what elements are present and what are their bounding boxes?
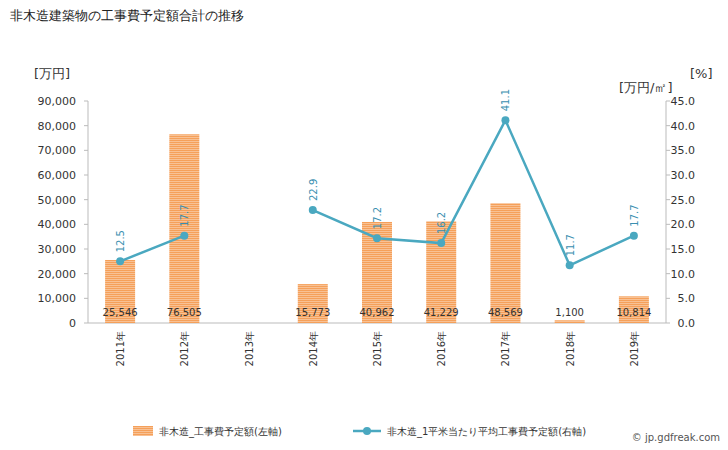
- y-tick-label: 90,000: [38, 95, 77, 108]
- point: [309, 206, 317, 214]
- y2-tick-label: 15.0: [671, 243, 696, 256]
- x-tick-label: 2014年: [308, 331, 319, 366]
- bar: [490, 203, 520, 323]
- y-tick-label: 60,000: [38, 169, 77, 182]
- y-tick: [84, 125, 88, 126]
- y2-tick-label: 45.0: [671, 95, 696, 108]
- y2-tick-label: 35.0: [671, 144, 696, 157]
- data-label: 17.7: [629, 204, 640, 226]
- x-tick-label: 2019年: [629, 331, 640, 366]
- credit: © jp.gdfreak.com: [632, 432, 720, 443]
- y-tick: [84, 298, 88, 299]
- y2-tick: [666, 273, 670, 274]
- data-label: 76,505: [167, 307, 202, 318]
- y2-tick-label: 0.0: [678, 317, 696, 330]
- y-axis: [88, 101, 89, 323]
- y2-tick: [666, 150, 670, 151]
- y-tick: [84, 199, 88, 200]
- y-tick-label: 10,000: [38, 292, 77, 305]
- y-tick-label: 0: [69, 317, 76, 330]
- y2-tick: [666, 101, 670, 102]
- data-label: 41.1: [500, 89, 511, 111]
- point: [116, 257, 124, 265]
- bar: [169, 134, 199, 323]
- x-tick-label: 2012年: [179, 331, 190, 366]
- data-label: 22.9: [308, 179, 319, 201]
- y2-tick: [666, 249, 670, 250]
- x-tick-label: 2015年: [372, 331, 383, 366]
- y-axis-label: [万円]: [34, 66, 70, 81]
- y2-tick-label: 20.0: [671, 218, 696, 231]
- y-tick-label: 20,000: [38, 268, 77, 281]
- point: [373, 234, 381, 242]
- y-tick: [84, 175, 88, 176]
- data-label: 41,229: [424, 307, 459, 318]
- y2-axis-label: [万円/㎡]: [619, 80, 673, 95]
- legend-label: 非木造_1平米当たり平均工事費予定額(右軸): [387, 426, 586, 438]
- data-label: 1,100: [555, 307, 584, 318]
- x-tick-label: 2016年: [436, 331, 447, 366]
- y-tick: [84, 150, 88, 151]
- y2-tick-label: 25.0: [671, 194, 696, 207]
- y-tick: [84, 323, 88, 324]
- y2-tick: [666, 298, 670, 299]
- y-tick-label: 70,000: [38, 144, 77, 157]
- y2-tick-label: 30.0: [671, 169, 696, 182]
- y-tick-label: 30,000: [38, 243, 77, 256]
- y2-tick-label: 40.0: [671, 120, 696, 133]
- y2-axis: [666, 101, 667, 323]
- background: [0, 0, 728, 450]
- y2-tick: [666, 224, 670, 225]
- y-tick-label: 50,000: [38, 194, 77, 207]
- data-label: 40,962: [360, 307, 395, 318]
- y2-tick: [666, 323, 670, 324]
- y2-tick: [666, 125, 670, 126]
- data-label: 17.2: [372, 207, 383, 229]
- y-tick-label: 40,000: [38, 218, 77, 231]
- x-tick-label: 2013年: [244, 331, 255, 366]
- chart: 非木造建築物の工事費予定額合計の推移 [万円] [万円/㎡] [%] 0 10,000 20…: [0, 0, 728, 450]
- point: [630, 232, 638, 240]
- data-label: 17.7: [179, 204, 190, 226]
- y-tick: [84, 224, 88, 225]
- data-label: 16.2: [436, 212, 447, 234]
- line: [313, 120, 634, 265]
- data-label: 25,546: [103, 307, 138, 318]
- y-tick: [84, 101, 88, 102]
- title: 非木造建築物の工事費予定額合計の推移: [10, 8, 244, 23]
- legend-swatch: [363, 427, 371, 435]
- point: [501, 116, 509, 124]
- bar: [555, 320, 585, 323]
- data-label: 12.5: [115, 230, 126, 252]
- x-tick-label: 2018年: [565, 331, 576, 366]
- point: [566, 261, 574, 269]
- y2-tick: [666, 175, 670, 176]
- y2-tick-label: 10.0: [671, 268, 696, 281]
- point: [180, 232, 188, 240]
- y2-tick: [666, 199, 670, 200]
- y-tick: [84, 273, 88, 274]
- data-labels: 25,546 76,505 15,773 40,962 41,229 48,569 1,10…: [103, 89, 652, 318]
- data-label: 11.7: [565, 234, 576, 256]
- data-label: 15,773: [295, 307, 330, 318]
- legend-swatch: [133, 426, 153, 436]
- y-tick-label: 80,000: [38, 120, 77, 133]
- y-tick: [84, 249, 88, 250]
- line: [120, 236, 184, 262]
- data-label: 48,569: [488, 307, 523, 318]
- y2-axis-label: [%]: [690, 66, 713, 81]
- x-tick-label: 2011年: [115, 331, 126, 366]
- data-label: 10,814: [616, 307, 651, 318]
- x-tick-label: 2017年: [500, 331, 511, 366]
- point: [437, 239, 445, 247]
- legend-label: 非木造_工事費予定額(左軸): [159, 426, 282, 438]
- legend: 非木造_工事費予定額(左軸) 非木造_1平米当たり平均工事費予定額(右軸): [133, 426, 586, 438]
- marks: [105, 116, 649, 323]
- y2-tick-label: 5.0: [678, 292, 696, 305]
